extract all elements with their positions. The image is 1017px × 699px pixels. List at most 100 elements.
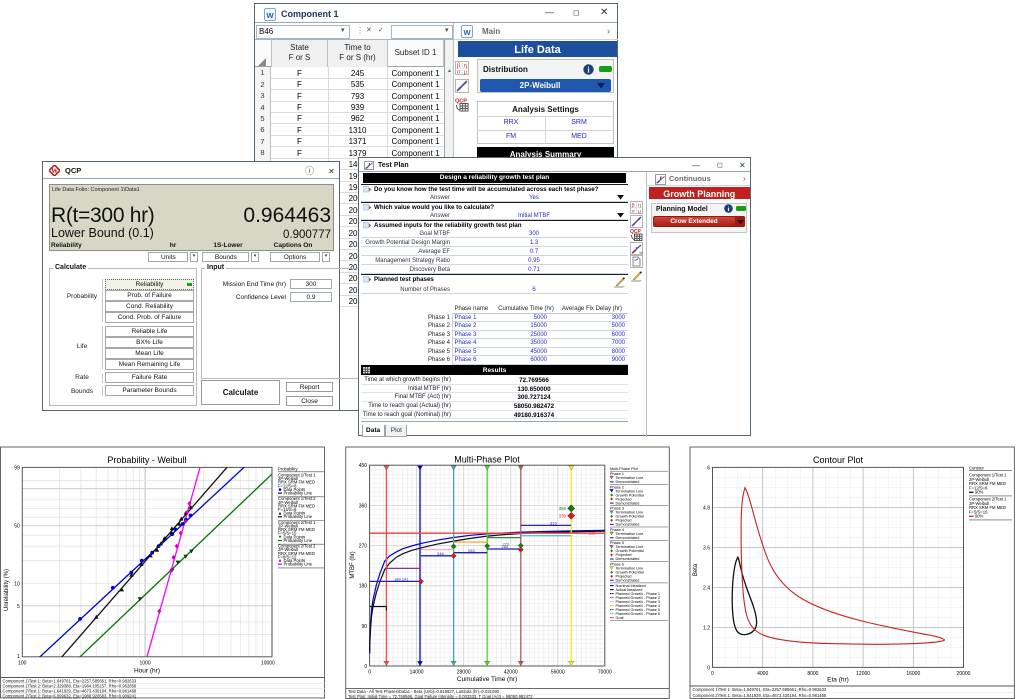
svg-text:RRX SRM FM MED: RRX SRM FM MED	[969, 505, 1006, 510]
svg-text:μ: μ	[464, 70, 467, 76]
svg-text:10: 10	[14, 582, 20, 588]
svg-text:Growth Potential: Growth Potential	[616, 549, 644, 553]
svg-text:Hour (hr): Hour (hr)	[134, 668, 160, 675]
svg-text:RRX SRM FM MED: RRX SRM FM MED	[969, 481, 1006, 486]
svg-text:σ: σ	[632, 209, 635, 215]
svg-text:Cumulative Time (hr): Cumulative Time (hr)	[457, 676, 517, 683]
svg-text:Demonstrated: Demonstrated	[616, 480, 640, 484]
svg-text:28000: 28000	[457, 670, 471, 676]
svg-text:η: η	[638, 202, 641, 208]
svg-text:Test Plan: Initial Time = 72.7: Test Plan: Initial Time = 72.769566, Goa…	[348, 694, 533, 699]
svg-text:20000: 20000	[957, 671, 971, 677]
svg-text:14000: 14000	[410, 670, 424, 676]
svg-text:6: 6	[707, 465, 710, 471]
svg-text:12000: 12000	[856, 671, 870, 677]
svg-text:1000: 1000	[140, 660, 151, 666]
svg-text:3.6: 3.6	[703, 545, 710, 551]
svg-text:360: 360	[359, 503, 368, 509]
svg-text:Nominal Idealized: Nominal Idealized	[616, 584, 646, 588]
svg-text:0: 0	[368, 670, 371, 676]
svg-text:Phase 5: Phase 5	[610, 541, 624, 545]
svg-text:70000: 70000	[598, 670, 612, 676]
svg-text:Contour Plot: Contour Plot	[813, 455, 864, 465]
svg-text:5: 5	[17, 604, 20, 610]
svg-text:F=8/S=12: F=8/S=12	[278, 554, 297, 559]
svg-text:4.8: 4.8	[703, 505, 710, 511]
svg-text:Actual Idealized: Actual Idealized	[616, 588, 643, 592]
svg-text:Planned Growth - Phase 3: Planned Growth - Phase 3	[616, 600, 661, 604]
svg-text:Data Points: Data Points	[284, 558, 306, 563]
svg-text:Termination Line: Termination Line	[616, 567, 644, 571]
svg-text:Contour: Contour	[969, 466, 985, 471]
svg-text:Phase 3: Phase 3	[610, 507, 624, 511]
svg-text:8000: 8000	[807, 671, 818, 677]
svg-text:Component 2\Test 1: Beta=1.641: Component 2\Test 1: Beta=1.641929, Eta=4…	[693, 693, 827, 698]
svg-text:F=5/S=15: F=5/S=15	[278, 531, 297, 536]
svg-text:i: i	[587, 65, 590, 74]
svg-text:Component 1\Test 1: Beta=1.649: Component 1\Test 1: Beta=1.649761, Eta=2…	[3, 678, 137, 683]
svg-text:Component 2/Test 2: Component 2/Test 2	[278, 544, 316, 549]
svg-text:F=14/S=6: F=14/S=6	[278, 507, 297, 512]
svg-text:Goal: Goal	[616, 616, 624, 620]
svg-text:90%: 90%	[975, 514, 984, 519]
svg-text:RRX SRM FM MED: RRX SRM FM MED	[278, 551, 315, 556]
svg-text:10000: 10000	[261, 660, 275, 666]
svg-text:QCP: QCP	[455, 99, 467, 105]
svg-text:Beta: Beta	[693, 563, 699, 576]
svg-text:Data Points: Data Points	[284, 487, 306, 492]
svg-text:Projected: Projected	[616, 575, 632, 579]
svg-text:Unreliability (%): Unreliability (%)	[4, 569, 10, 611]
svg-text:Projected: Projected	[616, 519, 632, 523]
svg-text:Probability: Probability	[278, 467, 298, 472]
svg-text:Termination Line: Termination Line	[616, 511, 644, 515]
svg-text:50: 50	[14, 524, 20, 530]
svg-text:356: 356	[559, 506, 567, 511]
svg-text:270: 270	[359, 544, 368, 550]
svg-text:%: %	[639, 250, 643, 255]
svg-text:RRX SRM FM MED: RRX SRM FM MED	[278, 527, 315, 532]
svg-text:β: β	[457, 63, 460, 69]
svg-text:300: 300	[589, 531, 597, 536]
svg-text:Termination Line: Termination Line	[616, 545, 644, 549]
svg-text:Termination Line: Termination Line	[616, 489, 644, 493]
svg-text:Growth Potential: Growth Potential	[616, 493, 644, 497]
svg-text:F=5/S=15: F=5/S=15	[969, 509, 988, 514]
svg-text:Component 2/Test 1: Component 2/Test 1	[278, 520, 316, 525]
svg-text:Demonstrated: Demonstrated	[616, 523, 640, 527]
svg-text:0: 0	[711, 671, 714, 677]
svg-text:Probability Line: Probability Line	[284, 538, 313, 543]
svg-text:Planned Growth - Phase 1: Planned Growth - Phase 1	[616, 592, 661, 596]
svg-text:90: 90	[362, 624, 368, 630]
svg-text:Eta (hr): Eta (hr)	[827, 677, 849, 684]
svg-text:i: i	[728, 206, 730, 213]
svg-text:Planned Growth - Phase 5: Planned Growth - Phase 5	[616, 608, 661, 612]
svg-text:Multi-Phase Plot: Multi-Phase Plot	[454, 455, 520, 465]
svg-text:1.2: 1.2	[703, 625, 710, 631]
svg-text:189 191: 189 191	[394, 577, 409, 582]
svg-text:Component 2\Test 2: Beta=6.099: Component 2\Test 2: Beta=6.099632, Eta=1…	[3, 693, 137, 698]
svg-text:β: β	[632, 202, 635, 208]
svg-text:315: 315	[550, 521, 557, 526]
svg-text:W: W	[266, 11, 274, 20]
svg-text:1: 1	[17, 654, 20, 660]
svg-text:Data Points: Data Points	[284, 511, 306, 516]
svg-text:253: 253	[468, 548, 475, 553]
svg-text:100: 100	[18, 660, 27, 666]
svg-text:Multi-Phase Plot: Multi-Phase Plot	[610, 467, 639, 471]
svg-text:2.4: 2.4	[703, 585, 710, 591]
svg-text:RRX SRM FM MED: RRX SRM FM MED	[278, 503, 315, 508]
svg-text:90%: 90%	[975, 490, 984, 495]
svg-text:42000: 42000	[504, 670, 518, 676]
svg-text:Growth Potential: Growth Potential	[616, 515, 644, 519]
svg-text:248: 248	[437, 551, 444, 556]
svg-text:Planned Growth - Phase 4: Planned Growth - Phase 4	[616, 604, 661, 608]
svg-text:Projected: Projected	[616, 553, 632, 557]
svg-text:56000: 56000	[551, 670, 565, 676]
svg-text:Probability - Weibull: Probability - Weibull	[107, 455, 186, 465]
svg-text:Demonstrated: Demonstrated	[616, 501, 640, 505]
svg-text:μ: μ	[638, 209, 641, 215]
svg-text:σ: σ	[457, 70, 461, 76]
svg-text:2P-Weibull: 2P-Weibull	[278, 500, 298, 505]
svg-text:99: 99	[14, 465, 20, 471]
svg-text:Probability Line: Probability Line	[284, 562, 313, 567]
